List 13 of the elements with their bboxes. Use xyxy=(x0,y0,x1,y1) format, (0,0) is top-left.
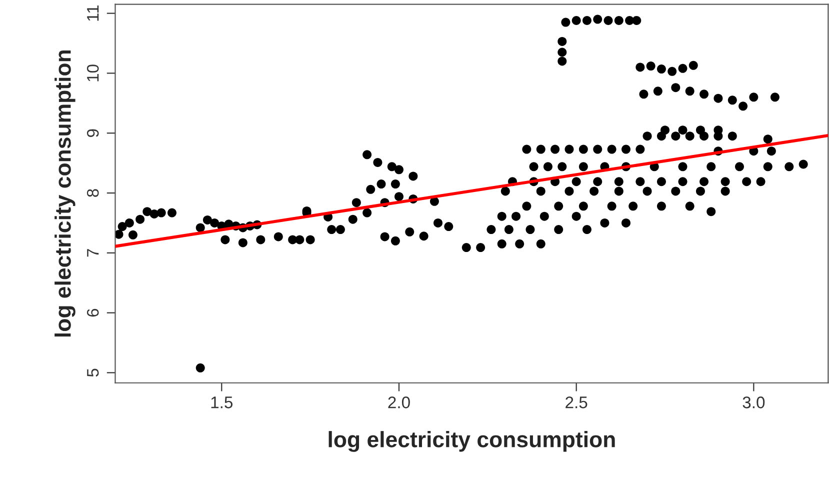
y-tick-label: 9 xyxy=(86,129,99,137)
x-tick-label: 3.0 xyxy=(742,396,765,408)
x-tick-label: 1.5 xyxy=(211,396,233,408)
y-tick-label: 6 xyxy=(86,308,99,317)
y-tick-label: 7 xyxy=(87,249,99,257)
x-tick-label: 2.5 xyxy=(566,396,588,408)
y-axis-title: log electricity consumption xyxy=(54,50,76,337)
y-tick-label: 11 xyxy=(87,5,99,21)
y-tick-label: 8 xyxy=(86,189,99,197)
x-tick-label: 2.0 xyxy=(388,396,410,408)
y-tick-label: 5 xyxy=(87,368,99,377)
x-axis-title: log electricity consumption xyxy=(328,431,615,452)
y-tick-label: 10 xyxy=(86,64,99,82)
